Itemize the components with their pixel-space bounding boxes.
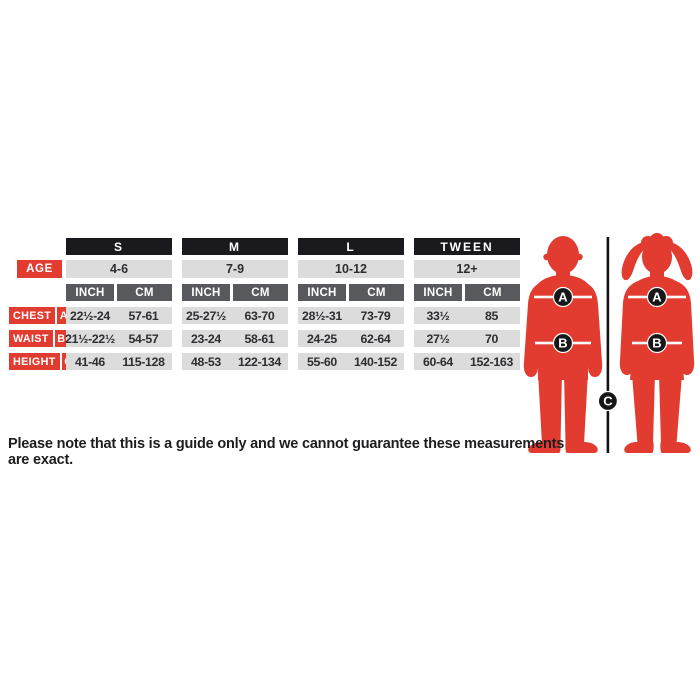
boy-waist-marker-letter: B xyxy=(558,336,567,351)
chest-cm-value: 73-79 xyxy=(360,308,391,323)
size-column-l: L 10-12 INCH CM 28½-31 73-79 24-25 62-64… xyxy=(298,238,404,372)
inch-header: INCH xyxy=(182,284,230,301)
measurement-figures: A B A B C xyxy=(523,233,695,453)
chest-inch-value: 28½-31 xyxy=(302,308,342,323)
waist-cm-value: 58-61 xyxy=(244,331,275,346)
age-value-cell: 4-6 xyxy=(66,260,172,278)
cm-header: CM xyxy=(349,284,404,301)
height-cell: 60-64 152-163 xyxy=(414,353,520,370)
cm-header: CM xyxy=(465,284,520,301)
waist-label-text: WAIST xyxy=(9,330,53,347)
size-header: S xyxy=(66,238,172,255)
chest-inch-value: 33½ xyxy=(426,308,450,323)
waist-inch-value: 23-24 xyxy=(191,331,221,346)
waist-cell: 24-25 62-64 xyxy=(298,330,404,347)
height-cm-value: 122-134 xyxy=(237,354,282,369)
chest-cm-value: 57-61 xyxy=(128,308,159,323)
height-marker xyxy=(597,390,619,412)
waist-inch-value: 27½ xyxy=(426,331,450,346)
height-cm-value: 115-128 xyxy=(122,354,165,369)
chest-cell: 25-27½ 63-70 xyxy=(182,307,288,324)
girl-waist-marker xyxy=(646,332,668,354)
size-header: L xyxy=(298,238,404,255)
height-inch-value: 55-60 xyxy=(307,354,337,369)
height-cell: 55-60 140-152 xyxy=(298,353,404,370)
girl-chest-marker xyxy=(646,286,668,308)
height-cell: 48-53 122-134 xyxy=(182,353,288,370)
size-column-s: S 4-6 INCH CM 22½-24 57-61 21½-22½ 54-57… xyxy=(65,238,172,372)
age-value-cell: 12+ xyxy=(414,260,520,278)
chest-cm-value: 63-70 xyxy=(244,308,275,323)
waist-cm-value: 54-57 xyxy=(128,331,159,346)
cm-header: CM xyxy=(117,284,172,301)
inch-header: INCH xyxy=(414,284,462,301)
size-column-tween: TWEEN 12+ INCH CM 33½ 85 27½ 70 60-64 15… xyxy=(414,238,520,372)
height-inch-value: 60-64 xyxy=(423,354,453,369)
age-value-cell: 7-9 xyxy=(182,260,288,278)
chest-label-text: CHEST xyxy=(9,307,56,324)
height-inch-value: 41-46 xyxy=(75,354,105,369)
cm-header: CM xyxy=(233,284,288,301)
boy-chest-marker xyxy=(552,286,574,308)
chest-row-label: CHEST A xyxy=(9,307,71,324)
figure-markers: A B A B C xyxy=(552,286,668,412)
chest-inch-value: 25-27½ xyxy=(186,308,226,323)
height-cm-value: 152-163 xyxy=(469,354,514,369)
boy-chest-marker-letter: A xyxy=(558,290,568,305)
chest-inch-value: 22½-24 xyxy=(70,308,110,323)
inch-header: INCH xyxy=(298,284,346,301)
boy-silhouette xyxy=(523,236,603,453)
waist-badge-b: B xyxy=(54,330,68,347)
girl-silhouette xyxy=(619,233,695,453)
age-row-label: AGE xyxy=(17,260,62,278)
girl-chest-marker-letter: A xyxy=(652,290,662,305)
chest-cm-value: 85 xyxy=(484,308,499,323)
chest-cell: 28½-31 73-79 xyxy=(298,307,404,324)
waist-cm-value: 62-64 xyxy=(360,331,391,346)
size-header: M xyxy=(182,238,288,255)
height-cell: 41-46 115-128 xyxy=(66,353,172,370)
height-row-label: HEIGHT C xyxy=(9,353,75,370)
chest-cell: 33½ 85 xyxy=(414,307,520,324)
height-line xyxy=(606,237,610,453)
waist-cm-value: 70 xyxy=(484,331,499,346)
girl-waist-marker-letter: B xyxy=(652,336,661,351)
size-column-m: M 7-9 INCH CM 25-27½ 63-70 23-24 58-61 4… xyxy=(182,238,288,372)
waist-cell: 23-24 58-61 xyxy=(182,330,288,347)
height-marker-letter: C xyxy=(603,394,613,409)
inch-header: INCH xyxy=(66,284,114,301)
boy-waist-marker xyxy=(552,332,574,354)
height-cm-value: 140-152 xyxy=(353,354,398,369)
waist-inch-value: 24-25 xyxy=(307,331,337,346)
disclaimer-note: Please note that this is a guide only an… xyxy=(8,436,565,468)
height-inch-value: 48-53 xyxy=(191,354,221,369)
waist-row-label: WAIST B xyxy=(9,330,68,347)
waist-cell: 27½ 70 xyxy=(414,330,520,347)
waist-cell: 21½-22½ 54-57 xyxy=(65,330,172,347)
size-header: TWEEN xyxy=(414,238,520,255)
age-value-cell: 10-12 xyxy=(298,260,404,278)
chest-cell: 22½-24 57-61 xyxy=(66,307,172,324)
waist-inch-value: 21½-22½ xyxy=(65,331,115,346)
height-label-text: HEIGHT xyxy=(9,353,60,370)
